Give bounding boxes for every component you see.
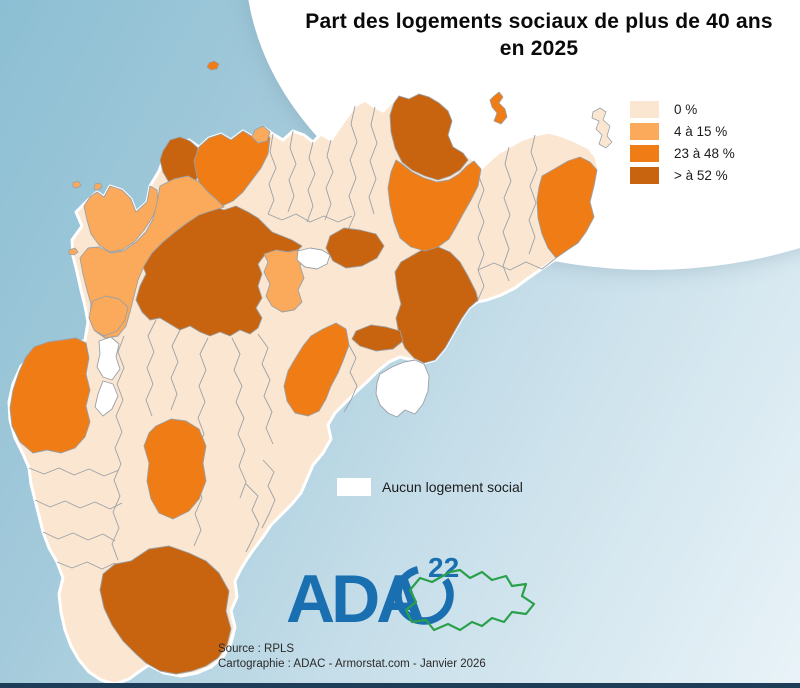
adac-logo: ADA 22 — [286, 552, 536, 637]
commune-polygon — [536, 156, 598, 259]
island-polygon — [591, 107, 613, 149]
legend-swatch — [630, 145, 659, 162]
logo-number: 22 — [428, 552, 459, 583]
page-title-line1: Part des logements sociaux de plus de 40… — [305, 10, 773, 33]
legend-item: 23 à 48 % — [630, 145, 735, 162]
commune-polygon — [351, 324, 404, 352]
island-polygon — [489, 91, 508, 125]
footer-cartography: Cartographie : ADAC - Armorstat.com - Ja… — [218, 658, 486, 670]
legend: 0 % 4 à 15 % 23 à 48 % > à 52 % — [630, 101, 735, 189]
legend-swatch — [630, 123, 659, 140]
island-polygon — [72, 180, 82, 189]
no-data-legend: Aucun logement social — [337, 478, 523, 496]
legend-swatch — [630, 101, 659, 118]
legend-label: 23 à 48 % — [674, 146, 735, 161]
commune-polygon — [283, 322, 350, 417]
commune-borders — [28, 105, 557, 570]
commune-polygon — [394, 245, 479, 364]
logo-text: ADA — [286, 561, 424, 637]
legend-swatch — [630, 167, 659, 184]
page-title-line2: en 2025 — [499, 37, 579, 60]
commune-polygon — [296, 247, 331, 270]
no-data-swatch — [337, 478, 371, 496]
legend-label: 4 à 15 % — [674, 124, 728, 139]
commune-polygon — [375, 359, 430, 418]
logo-department-shape — [404, 568, 536, 632]
commune-regions — [9, 93, 598, 675]
commune-polygon — [389, 93, 469, 181]
islands — [68, 60, 613, 256]
legend-item: > à 52 % — [630, 167, 735, 184]
commune-polygon — [143, 418, 207, 520]
commune-polygon — [263, 249, 305, 313]
footer: Source : RPLS Cartographie : ADAC - Armo… — [218, 642, 486, 672]
commune-polygon — [83, 185, 159, 253]
legend-item: 4 à 15 % — [630, 123, 735, 140]
commune-polygon — [387, 159, 482, 252]
legend-label: 0 % — [674, 102, 698, 117]
commune-polygon — [94, 380, 119, 417]
legend-label: > à 52 % — [674, 168, 728, 183]
footer-source: Source : RPLS — [218, 643, 295, 655]
commune-polygon — [96, 336, 121, 381]
commune-polygon — [88, 295, 129, 337]
no-data-label: Aucun logement social — [382, 479, 523, 495]
commune-polygon — [79, 175, 225, 339]
commune-polygon — [251, 125, 271, 144]
logo-ring-c — [394, 565, 454, 625]
commune-polygon — [99, 545, 232, 675]
commune-polygon — [9, 337, 91, 454]
commune-polygon — [325, 227, 385, 269]
island-polygon — [93, 182, 103, 191]
page-title: Part des logements sociaux de plus de 40… — [300, 8, 778, 62]
bottom-bar — [0, 683, 800, 688]
commune-polygon — [135, 205, 303, 337]
island-polygon — [206, 60, 220, 71]
island-polygon — [68, 247, 79, 256]
legend-item: 0 % — [630, 101, 735, 118]
